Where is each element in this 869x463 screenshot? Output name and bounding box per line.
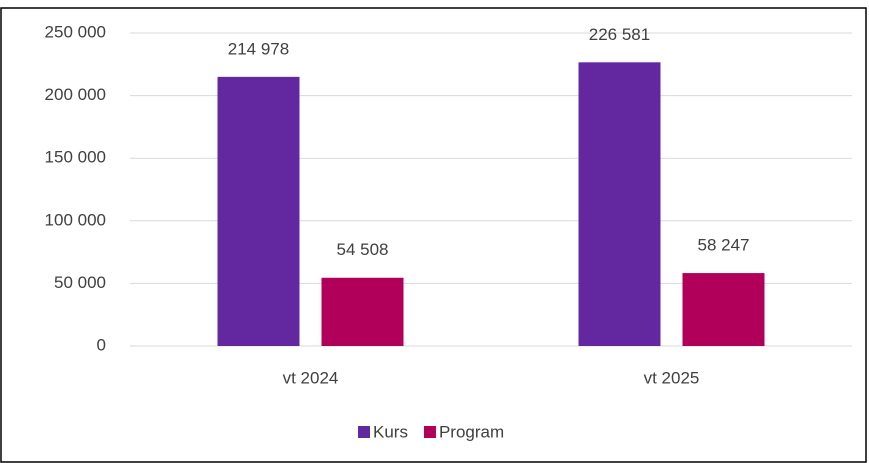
y-tick-label: 50 000: [54, 273, 106, 292]
bar: [321, 277, 404, 346]
y-tick-label: 200 000: [45, 85, 106, 104]
data-label: 226 581: [589, 25, 650, 44]
bar: [578, 62, 661, 346]
bar: [217, 76, 300, 347]
data-label: 54 508: [337, 240, 389, 259]
legend-label: Kurs: [373, 422, 408, 441]
data-label: 58 247: [698, 236, 750, 255]
legend-swatch: [358, 426, 370, 438]
x-tick-label: vt 2024: [283, 368, 339, 387]
x-tick-label: vt 2025: [644, 368, 700, 387]
data-label: 214 978: [228, 39, 289, 58]
y-tick-label: 250 000: [45, 22, 106, 41]
bar: [682, 273, 765, 346]
chart-border: [0, 7, 867, 463]
y-tick-label: 100 000: [45, 210, 106, 229]
y-tick-label: 0: [97, 335, 106, 354]
y-tick-label: 150 000: [45, 148, 106, 167]
legend-swatch: [423, 426, 436, 438]
legend-label: Program: [439, 422, 504, 441]
